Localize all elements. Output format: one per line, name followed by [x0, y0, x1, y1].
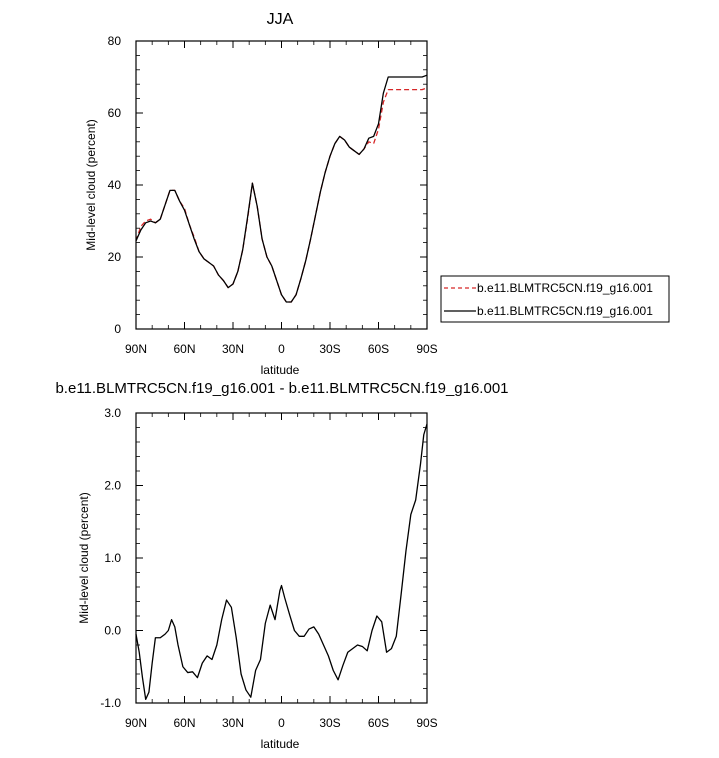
- chart-bottom-ylabel: Mid-level cloud (percent): [77, 492, 91, 623]
- chart-top-title: JJA: [267, 11, 294, 28]
- chart-bottom-xtick-label: 60S: [368, 716, 389, 730]
- chart-top-plot-frame: [135, 40, 428, 330]
- chart-top-ylabel: Mid-level cloud (percent): [84, 119, 98, 250]
- chart-top-series-layer: [135, 74, 428, 303]
- legend-label-series-2: b.e11.BLMTRC5CN.f19_g16.001: [477, 304, 653, 318]
- chart-top-xtick-label: 30N: [222, 342, 244, 356]
- chart-bottom: b.e11.BLMTRC5CN.f19_g16.001 - b.e11.BLMT…: [55, 380, 508, 751]
- chart-top-xlabel: latitude: [261, 363, 300, 377]
- chart-top-xtick-label: 90S: [416, 342, 437, 356]
- chart-top-series-line-2: [135, 74, 428, 303]
- chart-top-xtick-label: 30S: [319, 342, 340, 356]
- chart-bottom-series-line-1: [135, 423, 428, 701]
- chart-top-ytick-label: 20: [108, 250, 122, 264]
- legend: b.e11.BLMTRC5CN.f19_g16.001 b.e11.BLMTRC…: [440, 275, 670, 323]
- chart-top-ytick-label: 0: [114, 322, 121, 336]
- chart-top: JJA Mid-level cloud (percent) latitude 9…: [84, 11, 438, 377]
- chart-bottom-title: b.e11.BLMTRC5CN.f19_g16.001 - b.e11.BLMT…: [55, 380, 508, 397]
- chart-bottom-xtick-label: 90S: [416, 716, 437, 730]
- chart-bottom-xtick-label: 60N: [173, 716, 195, 730]
- chart-top-ytick-label: 40: [108, 178, 122, 192]
- legend-box: [440, 275, 670, 323]
- chart-top-xtick-label: 60S: [368, 342, 389, 356]
- chart-bottom-xtick-label: 30S: [319, 716, 340, 730]
- chart-bottom-xtick-label: 0: [278, 716, 285, 730]
- chart-bottom-xtick-label: 90N: [125, 716, 147, 730]
- chart-top-ytick-label: 80: [108, 34, 122, 48]
- chart-bottom-ytick-label: -1.0: [100, 696, 121, 710]
- chart-top-xtick-label: 0: [278, 342, 285, 356]
- chart-bottom-xlabel: latitude: [261, 737, 300, 751]
- chart-top-ticks-layer: 90N 60N 30N 0 30S 60S 90S 0 20 40 60 80: [108, 34, 438, 356]
- chart-bottom-ytick-label: 3.0: [104, 406, 121, 420]
- chart-top-xtick-label: 90N: [125, 342, 147, 356]
- chart-bottom-xtick-label: 30N: [222, 716, 244, 730]
- chart-bottom-ytick-label: 0.0: [104, 624, 121, 638]
- chart-top-series-line-1: [135, 87, 428, 303]
- legend-label-series-1: b.e11.BLMTRC5CN.f19_g16.001: [477, 281, 653, 295]
- chart-bottom-ticks-layer: 90N 60N 30N 0 30S 60S 90S -1.0 0.0 1.0 2.0 3.0: [100, 406, 437, 730]
- chart-bottom-ytick-label: 1.0: [104, 551, 121, 565]
- chart-top-xtick-label: 60N: [173, 342, 195, 356]
- chart-bottom-plot-frame: [135, 412, 428, 704]
- chart-bottom-ytick-label: 2.0: [104, 479, 121, 493]
- chart-bottom-series-layer: [135, 423, 428, 701]
- chart-top-ytick-label: 60: [108, 106, 122, 120]
